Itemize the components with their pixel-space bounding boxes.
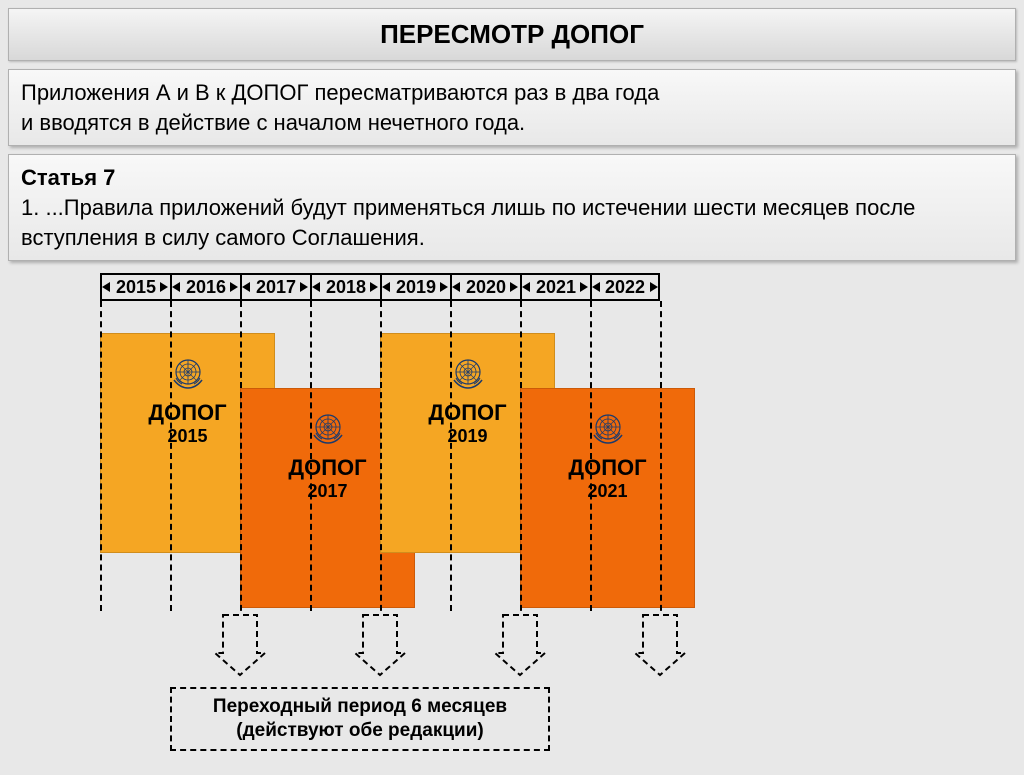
un-emblem-icon (168, 352, 208, 392)
un-emblem-icon (448, 352, 488, 392)
separator-arrow-icon (230, 282, 238, 292)
separator-arrow-icon (522, 282, 530, 292)
article-text: 1. ...Правила приложений будут применять… (21, 193, 1003, 252)
down-arrow-icon (633, 613, 687, 679)
info-box-2: Статья 7 1. ...Правила приложений будут … (8, 154, 1016, 261)
timeline-gridline (310, 301, 312, 611)
book-label: ДОПОГ (521, 455, 694, 481)
timeline-gridline (100, 301, 102, 611)
timeline-gridline (660, 301, 662, 621)
page-title: ПЕРЕСМОТР ДОПОГ (380, 19, 644, 49)
timeline-gridline (450, 301, 452, 611)
separator-arrow-icon (160, 282, 168, 292)
info1-line2: и вводятся в действие с началом нечетног… (21, 108, 1003, 138)
timeline-gridline (170, 301, 172, 611)
article-heading: Статья 7 (21, 163, 1003, 193)
transition-line1: Переходный период 6 месяцев (188, 695, 532, 719)
transition-period-box: Переходный период 6 месяцев (действуют о… (170, 687, 550, 751)
info-box-1: Приложения А и В к ДОПОГ пересматриваютс… (8, 69, 1016, 146)
separator-arrow-icon (440, 282, 448, 292)
timeline-gridline (380, 301, 382, 621)
timeline-gridline (520, 301, 522, 621)
un-emblem-icon (588, 407, 628, 447)
un-emblem-icon (308, 407, 348, 447)
timeline-diagram: 20152016201720182019202020212022 ДОПОГ 2… (100, 273, 984, 743)
separator-arrow-icon (382, 282, 390, 292)
down-arrow-icon (353, 613, 407, 679)
timeline-gridline (590, 301, 592, 611)
separator-arrow-icon (242, 282, 250, 292)
transition-line2: (действуют обе редакции) (188, 719, 532, 743)
book-cover: ДОПОГ 2021 (520, 388, 695, 608)
separator-arrow-icon (592, 282, 600, 292)
info1-line1: Приложения А и В к ДОПОГ пересматриваютс… (21, 78, 1003, 108)
book-year: 2021 (521, 481, 694, 502)
separator-arrow-icon (452, 282, 460, 292)
down-arrow-icon (213, 613, 267, 679)
separator-arrow-icon (370, 282, 378, 292)
separator-arrow-icon (510, 282, 518, 292)
timeline-gridline (240, 301, 242, 621)
separator-arrow-icon (102, 282, 110, 292)
separator-arrow-icon (300, 282, 308, 292)
separator-arrow-icon (580, 282, 588, 292)
separator-arrow-icon (650, 282, 658, 292)
separator-arrow-icon (172, 282, 180, 292)
title-bar: ПЕРЕСМОТР ДОПОГ (8, 8, 1016, 61)
separator-arrow-icon (312, 282, 320, 292)
down-arrow-icon (493, 613, 547, 679)
